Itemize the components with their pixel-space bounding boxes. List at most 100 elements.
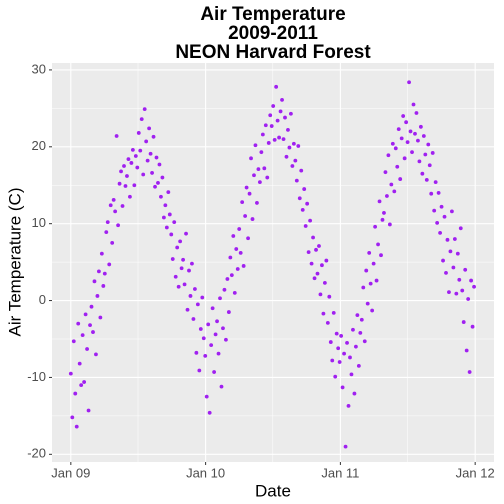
point <box>139 117 144 122</box>
point <box>452 237 457 241</box>
point <box>195 302 200 307</box>
point <box>411 102 416 107</box>
point <box>122 164 126 168</box>
chart-title: NEON Harvard Forest <box>175 42 371 63</box>
point <box>95 294 100 298</box>
point <box>442 214 447 219</box>
point <box>327 294 332 299</box>
point <box>331 310 336 315</box>
point <box>336 346 341 351</box>
point <box>154 155 159 160</box>
point <box>247 191 252 196</box>
point <box>222 287 227 292</box>
point <box>101 284 106 288</box>
point <box>144 139 149 144</box>
point <box>393 146 398 151</box>
point <box>469 278 474 283</box>
point <box>392 189 397 194</box>
point <box>145 158 150 163</box>
point <box>380 217 385 222</box>
point <box>206 322 211 327</box>
point <box>322 280 327 285</box>
point <box>178 239 183 244</box>
point <box>272 137 277 142</box>
y-tick-label: -20 <box>27 446 46 461</box>
point <box>150 171 154 175</box>
point <box>321 311 326 316</box>
point <box>345 340 349 345</box>
point <box>352 391 357 396</box>
point <box>390 141 395 146</box>
point <box>224 337 228 342</box>
point <box>334 331 339 336</box>
point <box>457 277 462 282</box>
point <box>266 141 271 145</box>
point <box>119 169 123 174</box>
point <box>88 323 92 328</box>
point <box>235 267 240 271</box>
point <box>256 167 261 171</box>
point <box>250 217 255 221</box>
point <box>386 153 391 158</box>
point <box>167 212 172 217</box>
chart-title: Air Temperature <box>200 4 345 25</box>
point <box>445 237 450 242</box>
point <box>135 165 140 170</box>
point <box>148 151 153 156</box>
y-tick-label: -10 <box>27 369 46 384</box>
point <box>99 251 104 256</box>
point <box>179 266 184 271</box>
point <box>385 194 389 198</box>
point <box>286 127 290 132</box>
point <box>416 138 420 143</box>
point <box>429 191 434 196</box>
point <box>213 332 218 337</box>
point <box>231 234 236 238</box>
point <box>176 284 181 289</box>
point <box>110 240 115 245</box>
point <box>271 104 276 108</box>
point <box>123 184 128 188</box>
point <box>130 147 135 152</box>
point <box>420 171 425 176</box>
point <box>426 142 431 147</box>
point <box>172 220 177 225</box>
point <box>371 261 376 266</box>
point <box>107 262 112 267</box>
point <box>396 127 401 132</box>
point <box>243 214 248 218</box>
point <box>184 231 188 236</box>
point <box>308 218 313 223</box>
point <box>399 136 404 141</box>
point <box>226 310 231 314</box>
point <box>85 347 89 351</box>
point <box>111 197 116 202</box>
point <box>156 181 160 185</box>
point <box>464 348 469 353</box>
point <box>383 170 388 175</box>
point <box>312 276 317 281</box>
point <box>379 253 383 258</box>
point <box>241 264 246 268</box>
point <box>433 180 438 185</box>
point <box>317 244 321 248</box>
point <box>132 183 137 188</box>
point <box>377 199 382 204</box>
point <box>269 124 274 128</box>
point <box>265 175 270 180</box>
point <box>92 279 97 284</box>
point <box>296 144 301 148</box>
point <box>263 123 268 128</box>
point <box>153 184 157 189</box>
point <box>343 444 348 449</box>
point <box>105 220 110 225</box>
y-tick-label: 0 <box>39 292 46 307</box>
point <box>74 424 79 429</box>
point <box>466 297 471 301</box>
point <box>191 317 196 321</box>
point <box>458 226 463 231</box>
point <box>328 340 333 344</box>
point <box>305 201 310 206</box>
point <box>389 182 394 187</box>
point <box>436 191 441 195</box>
